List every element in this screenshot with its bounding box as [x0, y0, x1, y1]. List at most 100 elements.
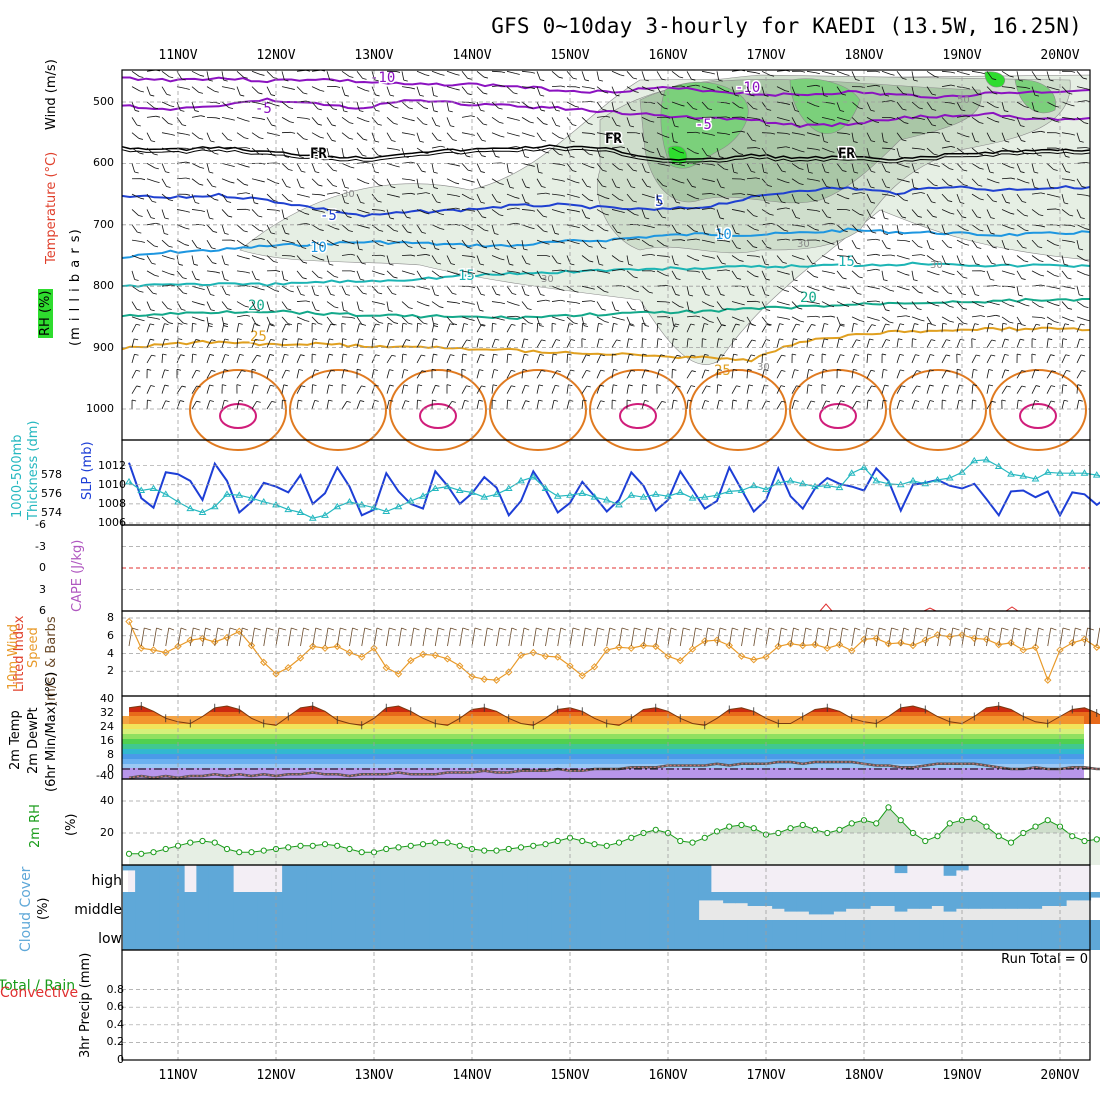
wind-barb-flag	[135, 110, 140, 112]
wind-barb	[551, 269, 562, 272]
wind-barb-flag	[575, 242, 580, 245]
wind-barb	[671, 207, 681, 210]
wind-barb-flag	[196, 400, 201, 403]
wind-barb	[851, 369, 854, 379]
wind-barb	[281, 301, 288, 310]
wind-barb	[326, 71, 331, 80]
wind-barb	[971, 239, 978, 248]
wind-barb-flag	[830, 272, 835, 275]
wind-barb-flag	[917, 308, 922, 311]
warm-contour-30	[389, 369, 487, 451]
cloud-cover-bar-middle	[1041, 892, 1055, 906]
wind-barb-flag	[408, 246, 413, 248]
wind-barb-flag	[259, 229, 264, 232]
wind-barb-flag	[978, 184, 983, 187]
date-label-top: 11NOV	[158, 48, 198, 63]
wind-barb-flag	[515, 197, 520, 199]
wind-barb	[821, 285, 831, 290]
wind-barb-flag	[870, 109, 875, 112]
wind-barb	[206, 301, 212, 310]
wind-barb-flag	[290, 255, 296, 258]
wind-barb-flag	[724, 90, 730, 93]
wind-barb-flag	[348, 137, 354, 140]
wind-barb	[536, 354, 541, 364]
wind-barb-flag	[613, 369, 618, 371]
wind-barb-flag	[799, 291, 804, 293]
wind-barb-flag	[245, 314, 250, 317]
wind-barb-flag	[710, 193, 716, 195]
wind-barb	[551, 85, 562, 88]
wind-barb	[446, 117, 451, 126]
wind-barb	[476, 86, 484, 94]
wind-barb-flag	[980, 72, 985, 75]
wind-barb-flag	[615, 94, 620, 97]
wind-speed-marker	[1031, 643, 1040, 651]
cloud-cover-bar-middle	[955, 892, 969, 909]
warm-contour-35	[819, 403, 857, 429]
wind-barb-flag	[560, 269, 566, 272]
wind-barb-flag	[1020, 171, 1025, 174]
wind-barb	[266, 401, 273, 410]
wind-barb	[536, 339, 542, 348]
rh2m-marker	[971, 815, 978, 822]
wind-barb	[506, 315, 517, 318]
wind-barb	[536, 71, 541, 80]
wind-barb-flag	[575, 210, 580, 213]
warm-contour-30	[289, 369, 387, 451]
wind-barb	[131, 354, 135, 364]
wind-barb-flag	[823, 95, 828, 97]
wind-barb-flag	[530, 209, 536, 212]
wind-barb	[1016, 71, 1020, 81]
wind-barb	[656, 284, 666, 287]
rh2m-marker	[934, 833, 941, 840]
wind-barb-flag	[1035, 323, 1041, 326]
wind-barb	[536, 400, 540, 410]
wind-barb-flag	[377, 154, 382, 157]
wind-barb	[566, 239, 576, 244]
wind-barb-flag	[136, 308, 141, 311]
wind-barb	[686, 286, 690, 296]
wind-barb-flag	[642, 322, 647, 325]
wind-barb-flag	[455, 273, 460, 276]
wind-speed-marker	[125, 617, 133, 626]
wind-barb	[206, 255, 213, 263]
wind-barb-flag	[785, 303, 790, 306]
wind-barb	[281, 71, 285, 81]
wind-barb-flag	[663, 107, 668, 110]
wind-barb	[941, 178, 949, 186]
wind-barb	[506, 324, 512, 333]
wind-barb	[656, 338, 659, 348]
wind10-barb	[557, 627, 562, 647]
wind10-barb	[287, 627, 292, 647]
wind-barb-flag	[1050, 354, 1055, 357]
wind-barb-flag	[375, 323, 380, 326]
wind-barb-flag	[739, 153, 744, 155]
wind-barb-flag	[1051, 370, 1056, 373]
wind-barb-flag	[150, 338, 155, 341]
wind-barb-flag	[599, 156, 604, 158]
wind-barb-flag	[238, 323, 243, 325]
wind-speed-marker	[1093, 643, 1100, 651]
wind-barb-flag	[555, 109, 560, 112]
temperature-color-band	[122, 734, 1084, 739]
wind-barb-flag	[185, 147, 191, 150]
wind-barb-flag	[781, 201, 786, 204]
wind10-barb-flag	[854, 627, 861, 631]
wind-barb-flag	[1064, 323, 1070, 326]
wind-barb-flag	[976, 354, 981, 357]
wind-barb	[236, 338, 239, 348]
wind-barb-flag	[515, 304, 520, 306]
wind-barb	[131, 255, 141, 259]
wind-barb-flag	[959, 384, 964, 387]
wind-barb	[236, 163, 246, 167]
wind-barb	[881, 209, 885, 219]
wind-barb-flag	[1070, 70, 1076, 73]
wind-barb	[761, 353, 763, 363]
wind10-barb	[483, 627, 488, 647]
wind-barb-flag	[719, 217, 725, 220]
wind-barb	[851, 339, 857, 348]
wind-barb	[746, 270, 755, 277]
wind-barb-flag	[575, 226, 580, 229]
wind-barb-flag	[949, 320, 954, 323]
wind-barb-flag	[991, 339, 996, 342]
